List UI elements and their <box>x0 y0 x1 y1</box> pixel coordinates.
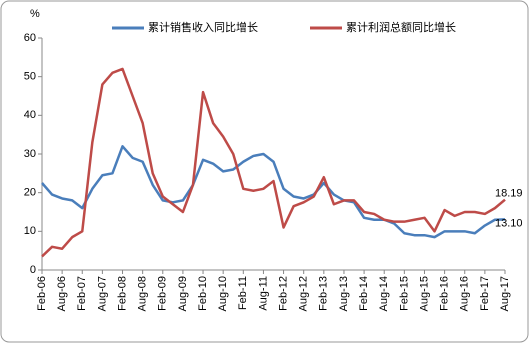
x-tick-label: Aug-11 <box>257 276 269 311</box>
x-tick-label: Feb-09 <box>157 276 169 311</box>
end-label: 13.10 <box>495 217 523 229</box>
y-unit: % <box>30 8 40 20</box>
y-tick-label: 60 <box>24 32 36 44</box>
legend-label: 累计销售收入同比增长 <box>148 20 258 34</box>
y-tick-label: 0 <box>30 264 36 276</box>
y-tick-label: 10 <box>24 225 36 237</box>
legend-label: 累计利润总额同比增长 <box>346 20 456 34</box>
x-tick-label: Feb-16 <box>439 276 451 311</box>
end-label: 18.19 <box>495 188 523 200</box>
x-tick-label: Aug-10 <box>217 276 229 311</box>
x-tick-label: Aug-15 <box>418 276 430 311</box>
x-tick-label: Feb-10 <box>197 276 209 311</box>
x-tick-label: Aug-12 <box>298 276 310 311</box>
x-tick-label: Aug-08 <box>137 276 149 311</box>
x-tick-label: Aug-14 <box>378 276 390 311</box>
x-tick-label: Aug-16 <box>459 276 471 311</box>
series-line <box>41 67 506 258</box>
x-tick-label: Aug-06 <box>56 276 68 311</box>
x-tick-label: Aug-17 <box>499 276 511 311</box>
y-tick-label: 50 <box>24 71 36 83</box>
x-tick-label: Feb-06 <box>36 276 48 311</box>
x-tick-label: Aug-13 <box>338 276 350 311</box>
series-line <box>41 145 506 239</box>
x-tick-label: Aug-07 <box>96 276 108 311</box>
x-tick-label: Feb-13 <box>318 276 330 311</box>
x-tick-label: Aug-09 <box>177 276 189 311</box>
y-tick-label: 40 <box>24 109 36 121</box>
y-tick-label: 20 <box>24 187 36 199</box>
x-tick-label: Feb-12 <box>277 276 289 311</box>
x-tick-label: Feb-14 <box>358 276 370 311</box>
x-tick-label: Feb-15 <box>398 276 410 311</box>
x-tick-label: Feb-07 <box>76 276 88 311</box>
x-tick-label: Feb-11 <box>237 276 249 310</box>
x-tick-label: Feb-08 <box>116 276 128 311</box>
x-tick-label: Feb-17 <box>479 276 491 311</box>
y-tick-label: 30 <box>24 148 36 160</box>
